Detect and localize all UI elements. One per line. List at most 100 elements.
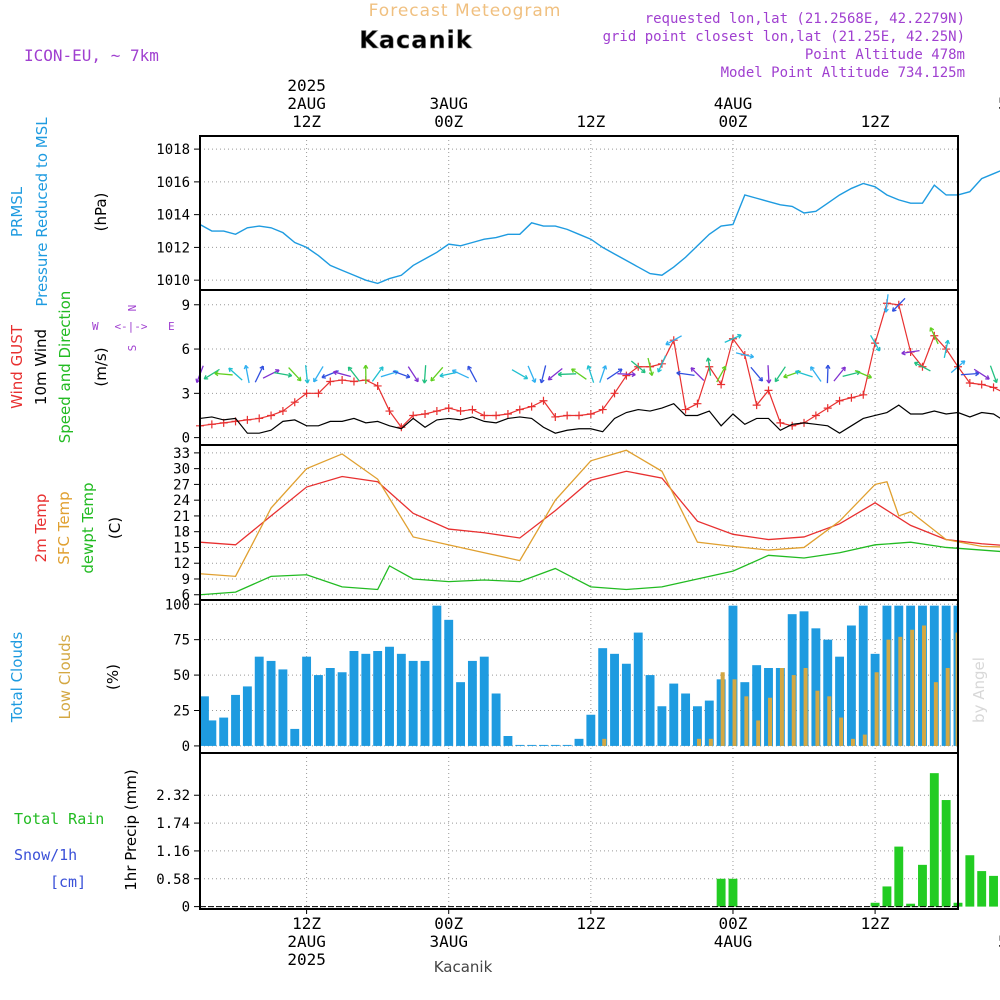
wind-direction-arrow <box>347 366 361 382</box>
time-label-top: 12Z <box>292 112 321 131</box>
wind-arrow-head <box>617 368 623 374</box>
time-label-top: 2AUG <box>287 94 326 113</box>
low-cloud-bar <box>922 625 927 746</box>
rain-bar <box>894 846 904 907</box>
wind-direction-arrow <box>854 370 872 379</box>
gust-marker <box>480 411 489 420</box>
total-cloud-bar <box>491 693 501 746</box>
total-cloud-bar <box>349 651 359 746</box>
wind-arrow-head <box>379 366 384 371</box>
total-cloud-bar <box>254 656 264 746</box>
y-tick-label: 100 <box>165 597 190 613</box>
wind-direction-arrow <box>724 334 742 343</box>
panel-frame <box>199 599 959 754</box>
wind-arrow-head <box>794 369 800 375</box>
wind-arrow-head <box>557 371 562 377</box>
y-tick-label: 1016 <box>156 175 190 191</box>
y-tick-label: 1012 <box>156 240 190 256</box>
gust-marker <box>278 407 287 416</box>
wind-arrow-head <box>690 367 696 372</box>
wind-arrow-head <box>203 375 209 380</box>
wind-label-dir: Speed and Direction <box>56 291 74 444</box>
low-cloud-bar <box>815 690 820 746</box>
total-cloud-bar <box>456 682 466 746</box>
pressure-label-desc: Pressure Reduced to MSL <box>33 117 51 307</box>
wind-arrow-head <box>749 353 755 359</box>
low-cloud-bar <box>779 668 784 746</box>
wind-direction-arrow <box>540 365 547 384</box>
pressure-panel: 1010 1012 1014 1016 1018 <box>156 135 1000 291</box>
gust-marker <box>468 405 477 414</box>
wind-direction-arrow <box>647 357 653 376</box>
total-cloud-bar <box>550 744 560 746</box>
wind-direction-arrow <box>254 365 264 383</box>
wind-direction-arrow <box>305 365 309 384</box>
wind-direction-arrow <box>511 369 528 380</box>
y-tick-label: 9 <box>182 298 190 314</box>
wind-direction-arrow <box>599 365 607 383</box>
temp-label-unit: (C) <box>106 517 124 539</box>
wind-arrow-head <box>825 364 831 369</box>
wind10m-line <box>199 402 1000 434</box>
grid-point-label: grid point closest lon,lat (21.25E, 42.2… <box>603 29 965 45</box>
wind-arrow-head <box>705 357 712 362</box>
total-cloud-bar <box>633 632 643 746</box>
total-cloud-bar <box>704 700 714 746</box>
gust-marker <box>456 407 465 416</box>
wind-direction-arrow <box>547 367 563 381</box>
rain-bar <box>929 773 939 907</box>
wind-arrow-head <box>296 376 302 382</box>
gust-marker <box>373 381 382 390</box>
compass-e: E <box>168 320 175 333</box>
total-cloud-bar <box>219 717 229 746</box>
panel-frame <box>199 135 959 291</box>
wind-direction-arrow <box>842 371 861 377</box>
low-cloud-bar <box>827 696 832 746</box>
total-cloud-bar <box>266 660 276 746</box>
y-tick-label: 1014 <box>156 208 190 224</box>
time-label-bottom: 00Z <box>719 914 748 933</box>
wind-direction-arrow <box>313 366 324 383</box>
total-cloud-bar <box>396 653 406 746</box>
precip-label-unit: 1hr Precip (mm) <box>122 769 140 890</box>
gust-marker <box>432 407 441 416</box>
compass-arrows: <-|-> <box>114 320 147 333</box>
wind-arrow-head <box>867 374 873 379</box>
wind-arrow-head <box>810 366 815 371</box>
wind-arrow-head <box>287 372 293 378</box>
wind-direction-arrow <box>333 371 351 378</box>
wind-direction-arrow <box>901 349 920 355</box>
y-tick-label: 9 <box>182 572 190 588</box>
cloud-label-low: Low Clouds <box>56 634 74 719</box>
precip-panel: 0 0.58 1.16 1.74 2.32 <box>156 752 998 916</box>
wind-direction-arrow <box>885 294 889 313</box>
cloud-label-unit: (%) <box>104 664 122 690</box>
footer-location: Kacanik <box>434 958 493 976</box>
y-tick-label: 1018 <box>156 142 190 158</box>
rain-bar <box>918 864 927 907</box>
y-tick-label: 21 <box>173 509 190 525</box>
wind-arrow-head <box>243 364 249 370</box>
gust-marker <box>326 377 335 386</box>
wind-direction-arrow <box>273 371 292 377</box>
model-label: ICON-EU, ~ 7km <box>24 46 159 65</box>
wind-label-unit: (m/s) <box>92 347 110 386</box>
gust-marker <box>397 423 406 432</box>
wind-direction-arrow <box>973 368 990 380</box>
total-cloud-bar <box>835 656 845 746</box>
y-tick-label: 30 <box>173 462 190 478</box>
gust-marker <box>207 420 216 429</box>
y-tick-label: 2.32 <box>156 788 190 804</box>
gust-marker <box>610 389 619 398</box>
pressure-line <box>199 170 1000 285</box>
time-label-top: 12Z <box>576 112 605 131</box>
wind-arrow-head <box>891 307 897 312</box>
wind-arrow-head <box>913 361 919 367</box>
total-cloud-bar <box>361 653 371 746</box>
y-tick-label: 6 <box>182 588 190 604</box>
gust-marker <box>515 405 524 414</box>
total-cloud-bar <box>290 728 300 746</box>
gust-marker <box>752 401 761 410</box>
wind-arrow-head <box>960 360 966 365</box>
